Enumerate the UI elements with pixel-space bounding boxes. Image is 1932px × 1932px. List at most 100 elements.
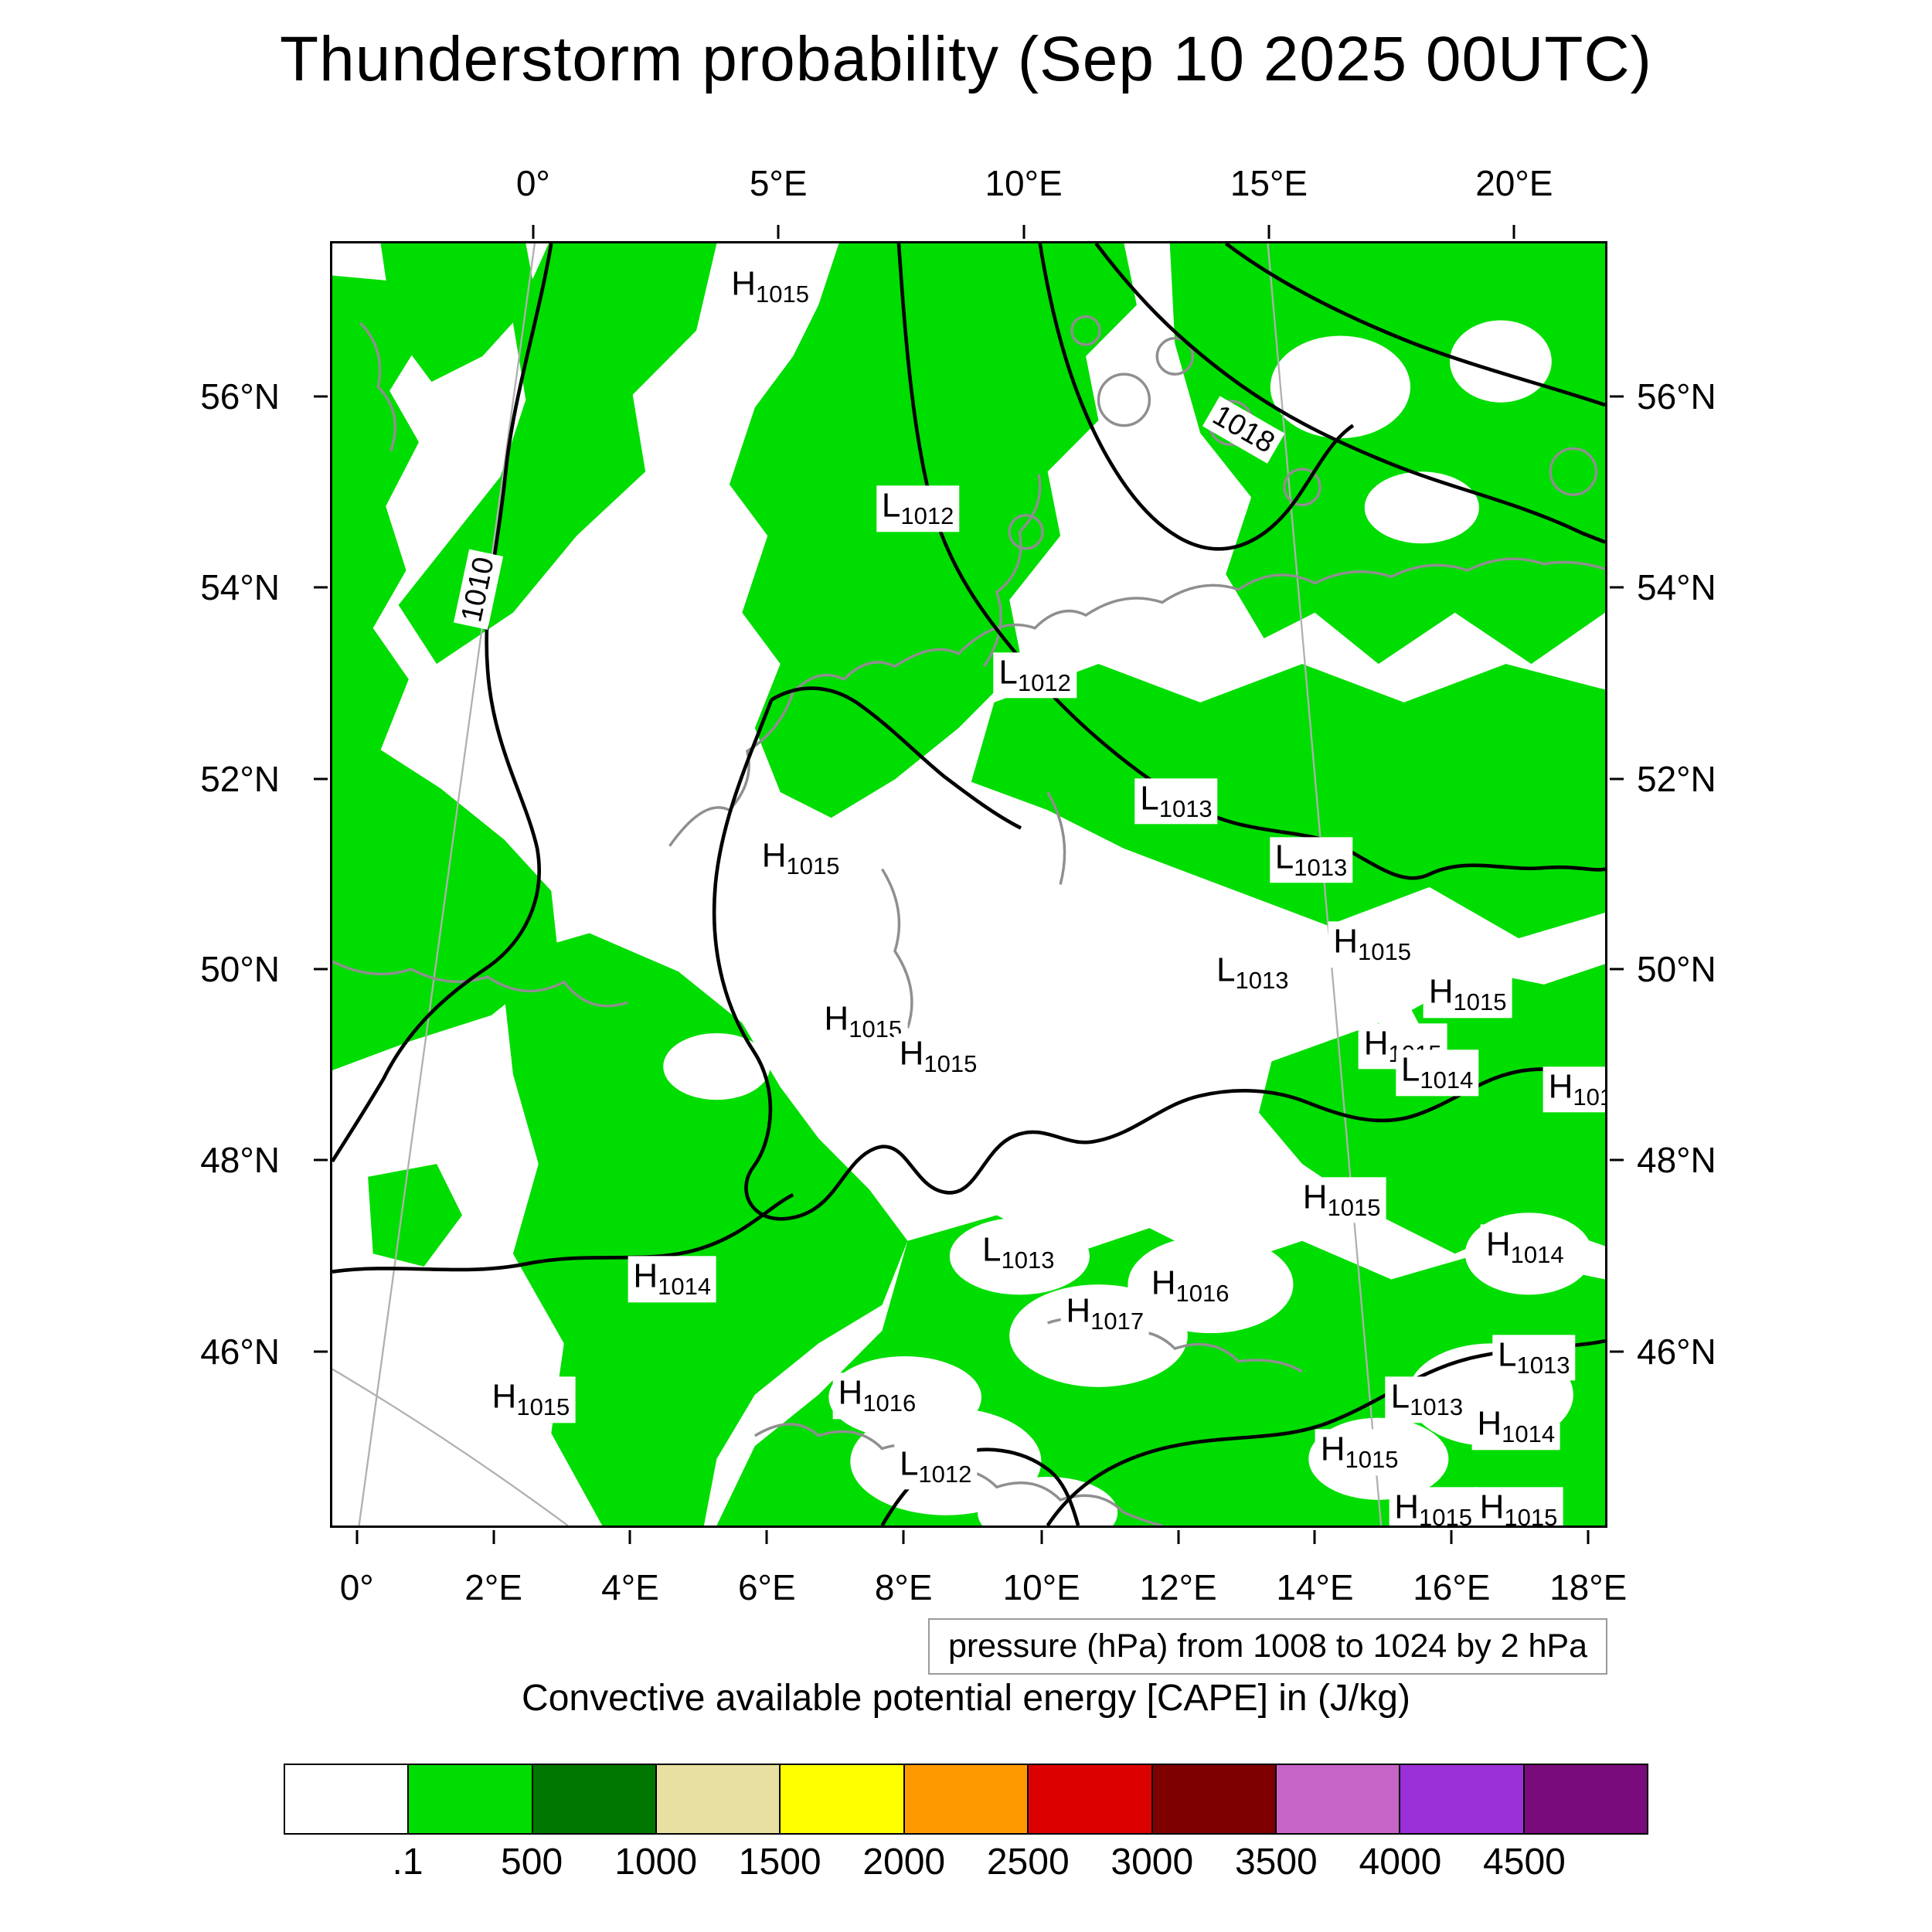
lat-axis-label-right: 52°N	[1637, 758, 1716, 799]
pressure-center-label: L1014	[1395, 1049, 1479, 1097]
coastline-layer	[332, 315, 1605, 1526]
pressure-center-label: H1015	[726, 264, 815, 311]
colorbar-tick-label: .1	[392, 1842, 423, 1883]
pressure-center-label: H1014	[628, 1256, 717, 1303]
pressure-center-label: L1013	[1134, 777, 1218, 825]
axis-tick	[1512, 225, 1515, 239]
colorbar-cell	[1027, 1765, 1151, 1833]
axis-tick	[1610, 395, 1624, 398]
axis-tick	[902, 1530, 905, 1544]
graticule-layer	[332, 243, 1383, 1526]
lat-axis-label-right: 48°N	[1637, 1139, 1716, 1180]
colorbar-cell	[779, 1765, 903, 1833]
map-plot-area: 1010 1018 H1015 L1012 L1012 L1013 H1015 …	[200, 163, 1716, 1607]
pressure-center-label: H1016	[1145, 1263, 1235, 1309]
lat-axis-label-left: 54°N	[200, 566, 280, 607]
colorbar-cell	[285, 1765, 408, 1833]
axis-tick	[1450, 1530, 1453, 1544]
axis-tick	[314, 777, 328, 781]
pressure-center-label: H1015	[893, 1033, 983, 1080]
lon-axis-label-bottom: 2°E	[464, 1567, 522, 1607]
axis-tick	[628, 1530, 631, 1544]
pressure-center-label: H1015	[1389, 1487, 1478, 1526]
colorbar-tick-label: 1500	[738, 1842, 821, 1883]
axis-tick	[355, 1530, 359, 1544]
pressure-center-label: L1012	[893, 1444, 978, 1490]
pressure-center-label: L1012	[993, 652, 1077, 699]
pressure-center-label: H1017	[1060, 1291, 1150, 1337]
axis-tick	[314, 1158, 328, 1162]
axis-tick	[765, 1530, 768, 1544]
pressure-center-label: H1014	[1471, 1403, 1561, 1450]
pressure-center-label: H1015	[1328, 921, 1417, 968]
pressure-center-label: H1016	[832, 1372, 922, 1420]
lon-axis-label-top: 15°E	[1230, 163, 1308, 203]
lon-axis-label-bottom: 10°E	[1002, 1567, 1080, 1607]
lat-axis-label-left: 48°N	[200, 1139, 280, 1180]
pressure-center-label: L1012	[876, 485, 960, 532]
colorbar-cell	[655, 1765, 780, 1833]
colorbar-tick-label: 500	[501, 1842, 563, 1883]
axis-tick	[1313, 1530, 1316, 1544]
colorbar-tick-label: 3500	[1234, 1842, 1318, 1883]
colorbar-tick-label: 2500	[986, 1842, 1070, 1883]
colorbar-cells	[284, 1764, 1648, 1835]
lat-axis-label-right: 54°N	[1637, 566, 1716, 607]
colorbar-cell	[903, 1765, 1028, 1833]
pressure-center-label: L1013	[1211, 950, 1294, 996]
lon-axis-label-bottom: 8°E	[874, 1567, 933, 1607]
axis-tick	[1610, 1350, 1624, 1353]
lon-axis-label-top: 20°E	[1475, 163, 1553, 203]
map-canvas: 1010 1018 H1015 L1012 L1012 L1013 H1015 …	[330, 241, 1607, 1528]
pressure-center-label: H1015	[1474, 1487, 1563, 1526]
axis-tick	[314, 1350, 328, 1353]
lon-axis-label-bottom: 0°	[339, 1567, 374, 1607]
colorbar-cell	[1274, 1765, 1400, 1833]
axis-tick	[1610, 586, 1624, 589]
axis-tick	[492, 1530, 495, 1544]
pressure-center-label: H1015	[756, 835, 845, 882]
pressure-center-label: L1013	[1492, 1334, 1576, 1381]
colorbar-tick-label: 3000	[1111, 1842, 1194, 1883]
colorbar-tick-label: 4000	[1359, 1842, 1442, 1883]
colorbar-cell	[1522, 1765, 1647, 1833]
pressure-center-label: H1015	[1423, 971, 1512, 1018]
lat-axis-label-left: 46°N	[200, 1331, 280, 1372]
colorbar-tick-labels: .1 500 1000 1500 2000 2500 3000 3500 400…	[284, 1841, 1648, 1889]
colorbar-title: Convective available potential energy [C…	[522, 1678, 1410, 1719]
lat-axis-label-left: 56°N	[200, 376, 280, 417]
lon-axis-label-bottom: 18°E	[1549, 1567, 1628, 1607]
lon-axis-label-bottom: 6°E	[737, 1567, 796, 1607]
lat-axis-label-left: 50°N	[200, 949, 280, 990]
lon-axis-label-top: 10°E	[985, 163, 1063, 203]
axis-tick	[1177, 1530, 1180, 1544]
pressure-center-label: H1015	[486, 1376, 576, 1423]
lat-axis-label-right: 50°N	[1637, 949, 1716, 990]
pressure-center-label: L1013	[1385, 1376, 1469, 1423]
lon-axis-label-bottom: 4°E	[601, 1567, 659, 1607]
axis-tick	[314, 968, 328, 971]
axis-tick	[1610, 777, 1624, 781]
axis-tick	[1587, 1530, 1590, 1544]
colorbar-cell	[531, 1765, 656, 1833]
colorbar-cell	[1399, 1765, 1523, 1833]
pressure-note: pressure (hPa) from 1008 to 1024 by 2 hP…	[927, 1618, 1607, 1675]
axis-tick	[532, 225, 535, 239]
pressure-center-label: H1015	[1297, 1176, 1386, 1223]
lon-axis-label-top: 5°E	[749, 163, 808, 203]
colorbar-tick-label: 1000	[614, 1842, 698, 1883]
axis-tick	[1610, 1158, 1624, 1162]
axis-tick	[1610, 968, 1624, 971]
axis-tick	[1040, 1530, 1043, 1544]
colorbar-tick-label: 4500	[1483, 1842, 1566, 1883]
pressure-center-label: L1013	[1269, 837, 1353, 883]
map-graphics	[332, 243, 1605, 1526]
cape-fill-layer	[332, 243, 1605, 1526]
pressure-contour-layer	[332, 243, 1605, 1526]
lon-axis-label-bottom: 14°E	[1276, 1567, 1354, 1607]
lat-axis-label-right: 46°N	[1637, 1331, 1716, 1372]
axis-tick	[1022, 225, 1026, 239]
lat-axis-label-left: 52°N	[200, 758, 280, 799]
colorbar-tick-label: 2000	[862, 1842, 946, 1883]
pressure-center-label: H1015	[818, 998, 908, 1045]
